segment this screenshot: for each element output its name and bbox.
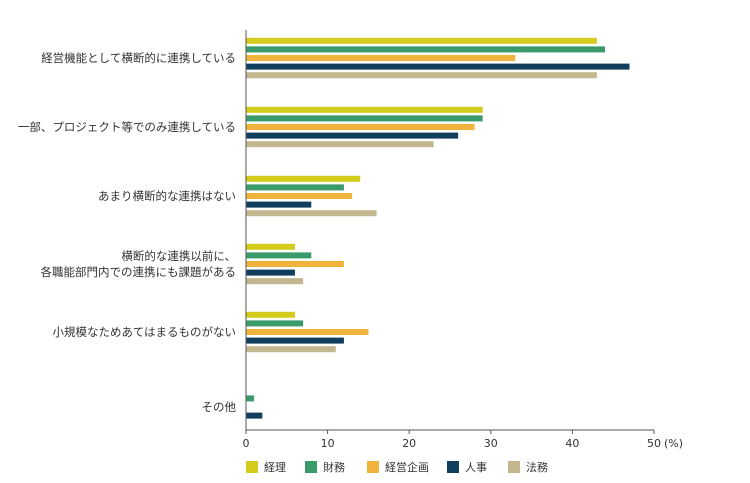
x-tick-label: 40 [565,437,579,450]
category-label: 各職能部門内での連携にも課題がある [41,265,237,279]
category-label: その他 [202,400,237,414]
x-tick-label: 30 [484,437,498,450]
bar [246,124,475,130]
x-tick-label: 0 [243,437,250,450]
bar [246,141,434,148]
bar [246,201,312,208]
legend-swatch [305,461,317,473]
bar [246,55,516,61]
legend-label: 経営企画 [385,460,429,474]
legend-label: 人事 [465,461,487,474]
bar [246,37,597,44]
x-unit-label: (%) [664,437,683,450]
x-tick-label: 10 [321,437,335,450]
bar [246,346,336,353]
x-tick-label: 20 [402,437,416,450]
category-label: 経営機能として横断的に連携している [41,51,236,65]
bar [246,63,630,70]
bar [246,269,295,276]
bar [246,243,295,250]
bar [246,329,369,335]
category-label: 小規模なためあてはまるものがない [52,325,236,339]
legend-swatch [367,461,379,473]
legend-swatch [447,461,459,473]
bar [246,106,483,113]
bar [246,46,606,53]
bar [246,115,483,122]
bar [246,184,344,191]
category-label: 一部、プロジェクト等でのみ連携している [18,120,236,134]
bar [246,278,304,285]
legend-label: 財務 [323,460,345,474]
x-tick-label: 50 [647,437,661,450]
bar [246,193,353,199]
bar [246,311,295,318]
bar [246,252,312,259]
legend-label: 経理 [264,461,286,474]
bar [246,337,344,344]
category-label: 横断的な連携以前に、 [121,249,236,263]
bar [246,320,304,327]
category-label: あまり横断的な連携はない [98,189,236,203]
bar [246,210,377,217]
bar [246,132,459,139]
bar [246,72,597,79]
legend-swatch [508,461,520,473]
legend-label: 法務 [526,460,548,474]
bar [246,261,344,267]
legend-swatch [246,461,258,473]
bar [246,175,361,182]
bar [246,395,255,402]
bar [246,412,263,419]
